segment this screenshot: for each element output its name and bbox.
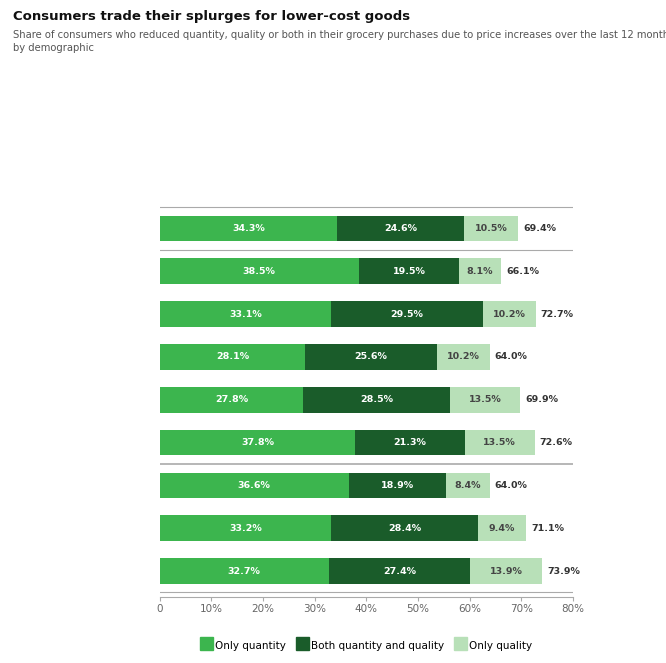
Bar [478, 515, 526, 541]
Text: 36.6%: 36.6% [238, 481, 271, 490]
Text: 69.4%: 69.4% [523, 224, 556, 233]
Bar [358, 259, 460, 284]
Bar [160, 515, 331, 541]
Bar [460, 259, 501, 284]
Text: 18.9%: 18.9% [381, 481, 414, 490]
Bar [160, 430, 355, 455]
Text: 9.4%: 9.4% [489, 524, 515, 532]
Bar [464, 215, 518, 241]
Text: 29.5%: 29.5% [390, 310, 424, 319]
Text: 72.7%: 72.7% [541, 310, 573, 319]
Text: 10.5%: 10.5% [475, 224, 507, 233]
Text: 13.5%: 13.5% [484, 438, 516, 447]
Text: 66.1%: 66.1% [506, 267, 539, 276]
Bar [160, 301, 331, 327]
Text: 64.0%: 64.0% [495, 481, 527, 490]
Text: 21.3%: 21.3% [394, 438, 426, 447]
Text: 69.9%: 69.9% [525, 395, 558, 404]
Bar [450, 387, 520, 412]
Bar [160, 215, 337, 241]
Text: 28.1%: 28.1% [216, 353, 249, 361]
Text: 13.5%: 13.5% [469, 395, 501, 404]
Bar [160, 344, 305, 370]
Bar [331, 301, 483, 327]
Text: 34.3%: 34.3% [232, 224, 264, 233]
Text: 10.2%: 10.2% [493, 310, 525, 319]
Text: 27.4%: 27.4% [383, 566, 416, 575]
Text: Consumers trade their splurges for lower-cost goods: Consumers trade their splurges for lower… [13, 10, 410, 23]
Text: 8.1%: 8.1% [467, 267, 494, 276]
Bar [437, 344, 490, 370]
Text: 13.9%: 13.9% [490, 566, 522, 575]
Bar [470, 558, 542, 584]
Text: 10.2%: 10.2% [447, 353, 480, 361]
Bar [303, 387, 450, 412]
Text: 38.5%: 38.5% [243, 267, 276, 276]
Text: 73.9%: 73.9% [547, 566, 580, 575]
Text: 33.2%: 33.2% [229, 524, 262, 532]
Bar [160, 259, 358, 284]
Bar [305, 344, 437, 370]
Text: 32.7%: 32.7% [228, 566, 260, 575]
Bar [355, 430, 465, 455]
Text: 25.6%: 25.6% [354, 353, 388, 361]
Bar [349, 473, 446, 498]
Bar [160, 473, 349, 498]
Bar [465, 430, 535, 455]
Text: 24.6%: 24.6% [384, 224, 417, 233]
Text: 64.0%: 64.0% [495, 353, 527, 361]
Text: 19.5%: 19.5% [392, 267, 426, 276]
Text: Share of consumers who reduced quantity, quality or both in their grocery purcha: Share of consumers who reduced quantity,… [13, 30, 666, 53]
Bar [446, 473, 490, 498]
Bar [483, 301, 535, 327]
Bar [328, 558, 470, 584]
Text: 72.6%: 72.6% [539, 438, 573, 447]
Text: 28.4%: 28.4% [388, 524, 421, 532]
Bar [160, 387, 303, 412]
Text: 37.8%: 37.8% [241, 438, 274, 447]
Text: 8.4%: 8.4% [455, 481, 482, 490]
Text: 33.1%: 33.1% [229, 310, 262, 319]
Legend: Only quantity, Both quantity and quality, Only quality: Only quantity, Both quantity and quality… [200, 641, 532, 651]
Text: 28.5%: 28.5% [360, 395, 394, 404]
Text: 71.1%: 71.1% [531, 524, 565, 532]
Bar [331, 515, 478, 541]
Bar [160, 558, 328, 584]
Text: 27.8%: 27.8% [215, 395, 248, 404]
Bar [337, 215, 464, 241]
